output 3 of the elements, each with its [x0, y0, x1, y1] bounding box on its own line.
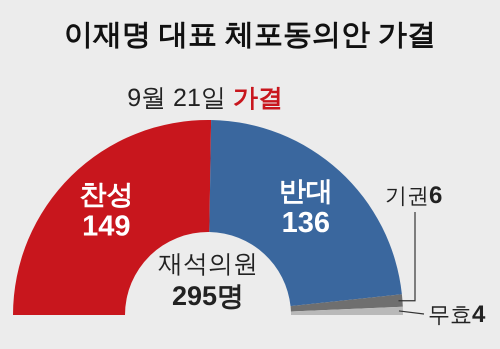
subtitle: 9월 21일 가결	[127, 84, 283, 112]
title: 이재명 대표 체포동의안 가결	[64, 19, 436, 51]
annotation: 재석의원	[158, 250, 258, 278]
